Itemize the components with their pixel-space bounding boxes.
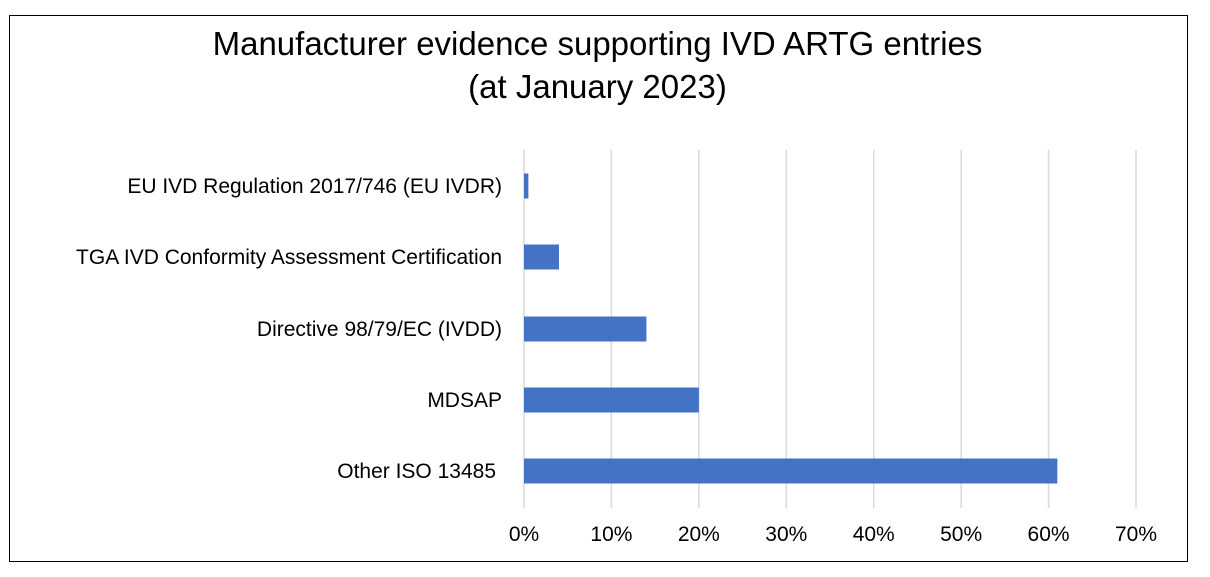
x-tick-label: 60% xyxy=(1028,523,1070,546)
x-tick-label: 40% xyxy=(853,523,895,546)
chart-title: Manufacturer evidence supporting IVD ART… xyxy=(212,25,983,62)
category-labels: EU IVD Regulation 2017/746 (EU IVDR) TGA … xyxy=(76,175,502,483)
chart-subtitle: (at January 2023) xyxy=(468,68,727,105)
bars xyxy=(524,173,1058,484)
x-tick-labels: 0% 10% 20% 30% 40% 50% 60% 70% xyxy=(509,523,1157,546)
gridlines xyxy=(523,150,1137,508)
x-tick-label: 30% xyxy=(765,523,807,546)
bar xyxy=(524,173,529,199)
bar xyxy=(524,387,699,413)
category-label: MDSAP xyxy=(427,389,502,412)
x-tick-label: 0% xyxy=(509,523,539,546)
bar xyxy=(524,316,647,342)
bar xyxy=(524,244,559,270)
category-label: TGA IVD Conformity Assessment Certificat… xyxy=(76,246,502,269)
category-label: Directive 98/79/EC (IVDD) xyxy=(257,318,502,341)
x-tick-label: 10% xyxy=(590,523,632,546)
x-tick-label: 50% xyxy=(940,523,982,546)
category-label: Other ISO 13485 xyxy=(337,460,496,483)
category-label: EU IVD Regulation 2017/746 (EU IVDR) xyxy=(127,175,502,198)
bar xyxy=(524,458,1058,484)
x-tick-label: 20% xyxy=(678,523,720,546)
chart-title-block: Manufacturer evidence supporting IVD ART… xyxy=(0,22,1195,108)
x-tick-label: 70% xyxy=(1115,523,1157,546)
